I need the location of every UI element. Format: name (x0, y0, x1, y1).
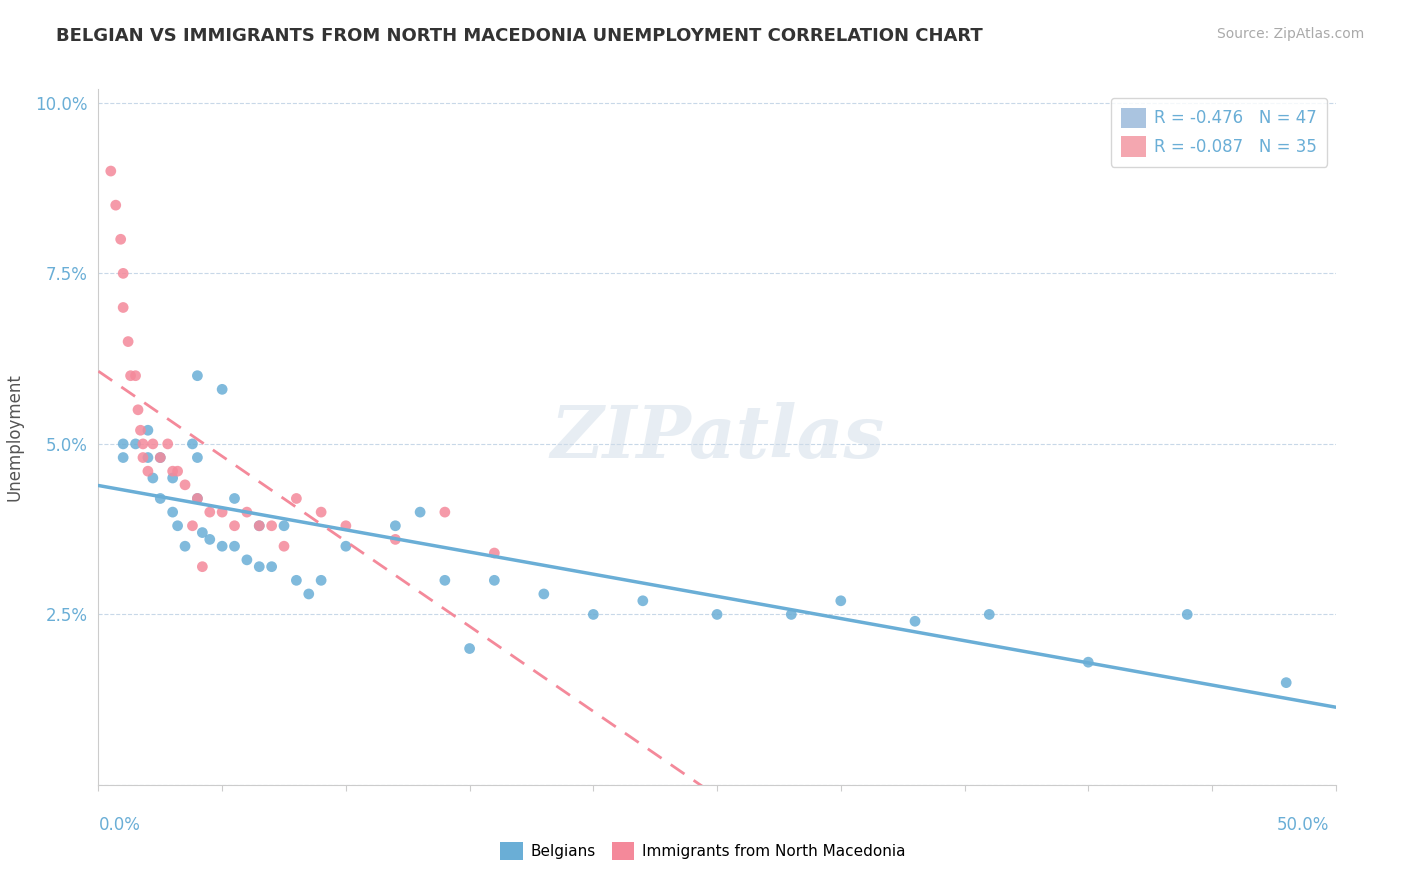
Text: ZIPatlas: ZIPatlas (550, 401, 884, 473)
Point (136, 450, 159, 465)
Point (384, 518, 406, 533)
Point (309, 574, 332, 588)
Point (129, 423, 152, 437)
Point (174, 478, 197, 492)
Point (211, 382, 233, 396)
Text: 0.0%: 0.0% (98, 816, 141, 834)
Point (132, 437, 155, 451)
Point (127, 402, 149, 417)
Point (309, 505, 332, 519)
Legend: Belgians, Immigrants from North Macedonia: Belgians, Immigrants from North Macedoni… (495, 836, 911, 866)
Point (100, 164, 122, 178)
Point (191, 525, 214, 540)
Point (384, 533, 406, 547)
Point (247, 518, 270, 533)
Point (186, 491, 208, 506)
Text: 50.0%: 50.0% (1277, 816, 1329, 834)
Point (162, 505, 184, 519)
Point (830, 594, 852, 608)
Point (433, 574, 456, 588)
Point (979, 607, 1001, 622)
Point (191, 559, 214, 574)
Point (181, 518, 204, 533)
Point (136, 423, 159, 437)
Point (142, 471, 165, 485)
Point (211, 505, 233, 519)
Point (149, 450, 172, 465)
Point (409, 505, 432, 519)
Point (1077, 655, 1099, 669)
Point (260, 518, 283, 533)
Point (186, 491, 208, 506)
Point (224, 518, 246, 533)
Point (112, 266, 135, 280)
Point (142, 437, 165, 451)
Point (273, 539, 295, 553)
Point (186, 368, 208, 383)
Point (181, 437, 204, 451)
Point (904, 614, 927, 628)
Point (132, 450, 155, 465)
Point (112, 437, 135, 451)
Point (124, 368, 146, 383)
Point (224, 539, 246, 553)
Point (260, 559, 283, 574)
Point (112, 450, 135, 465)
Point (335, 518, 357, 533)
Point (162, 464, 184, 478)
Point (298, 587, 321, 601)
Point (631, 594, 654, 608)
Point (112, 301, 135, 315)
Point (166, 518, 188, 533)
Point (166, 464, 188, 478)
Point (110, 232, 132, 246)
Point (174, 539, 197, 553)
Point (285, 574, 308, 588)
Point (211, 539, 233, 553)
Point (458, 641, 481, 656)
Point (198, 505, 221, 519)
Point (285, 491, 308, 506)
Legend: R = -0.476   N = 47, R = -0.087   N = 35: R = -0.476 N = 47, R = -0.087 N = 35 (1111, 97, 1327, 167)
Text: BELGIAN VS IMMIGRANTS FROM NORTH MACEDONIA UNEMPLOYMENT CORRELATION CHART: BELGIAN VS IMMIGRANTS FROM NORTH MACEDON… (56, 27, 983, 45)
Point (124, 437, 146, 451)
Point (1275, 675, 1298, 690)
Point (120, 368, 142, 383)
Point (433, 505, 456, 519)
Point (533, 587, 555, 601)
Point (162, 471, 184, 485)
Point (484, 574, 506, 588)
Point (117, 334, 139, 349)
Point (224, 491, 246, 506)
Point (149, 491, 172, 506)
Point (582, 607, 605, 622)
Point (149, 450, 172, 465)
Point (247, 559, 270, 574)
Point (780, 607, 803, 622)
Point (198, 533, 221, 547)
Point (104, 198, 127, 212)
Point (335, 539, 357, 553)
Point (236, 505, 259, 519)
Y-axis label: Unemployment: Unemployment (6, 373, 24, 501)
Point (136, 464, 159, 478)
Point (186, 450, 208, 465)
Point (236, 553, 259, 567)
Point (1175, 607, 1198, 622)
Point (247, 518, 270, 533)
Point (156, 437, 179, 451)
Text: Source: ZipAtlas.com: Source: ZipAtlas.com (1216, 27, 1364, 41)
Point (484, 546, 506, 560)
Point (273, 518, 295, 533)
Point (706, 607, 728, 622)
